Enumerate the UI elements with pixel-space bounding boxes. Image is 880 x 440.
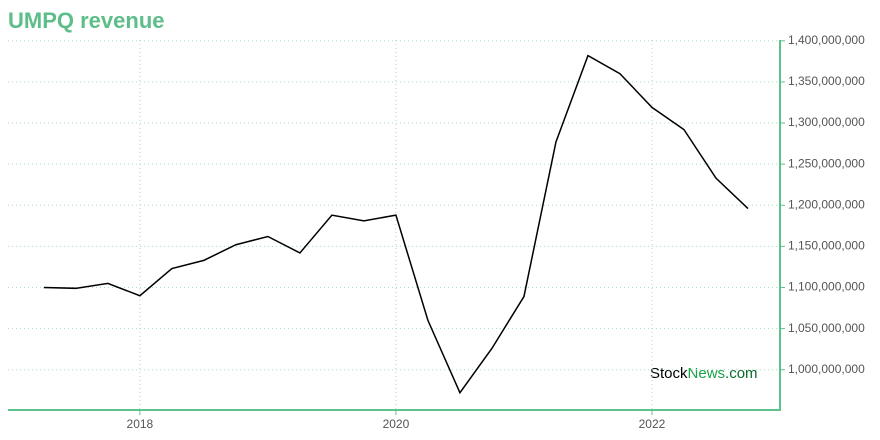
y-tick-label: 1,100,000,000 (788, 280, 865, 294)
y-tick-label: 1,200,000,000 (788, 197, 865, 211)
y-tick-label: 1,250,000,000 (788, 156, 865, 170)
chart-title: UMPQ revenue (8, 8, 165, 33)
x-tick-label: 2022 (639, 417, 666, 431)
y-tick-label: 1,150,000,000 (788, 239, 865, 253)
line (43, 54, 749, 395)
watermark-part: .com (725, 365, 758, 382)
y-tick-label: 1,300,000,000 (788, 115, 865, 129)
watermark-part: Stock (650, 365, 688, 382)
watermark: StockNews.com (650, 365, 758, 382)
y-tick-label: 1,350,000,000 (788, 74, 865, 88)
y-tick-label: 1,050,000,000 (788, 321, 865, 335)
watermark-part: News (688, 365, 726, 382)
x-tick-label: 2020 (383, 417, 410, 431)
x-tick-label: 2018 (127, 417, 154, 431)
y-tick-label: 1,400,000,000 (788, 33, 865, 47)
y-tick-label: 1,000,000,000 (788, 362, 865, 376)
